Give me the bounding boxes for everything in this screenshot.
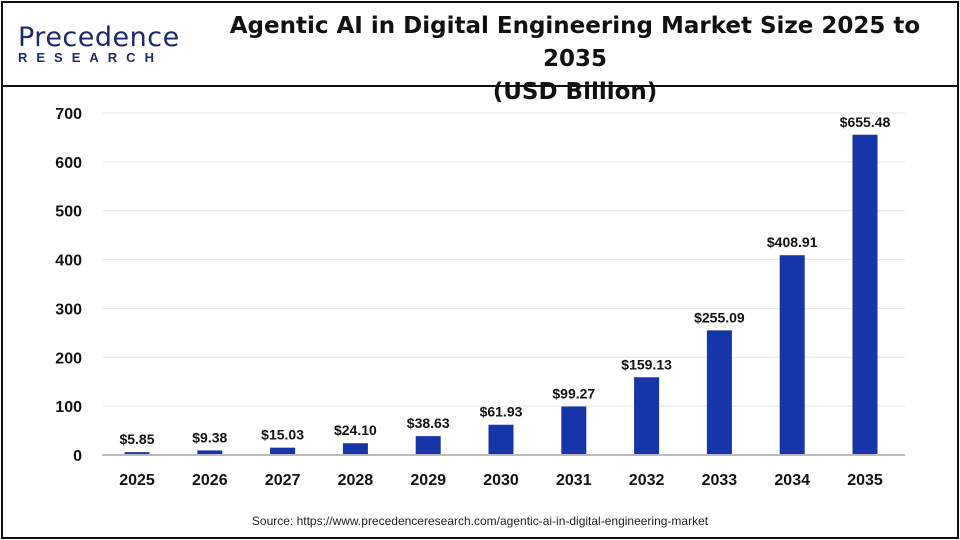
bar-2034 [779, 255, 805, 455]
data-label: $655.48 [840, 114, 891, 130]
y-tick-label: 700 [55, 106, 82, 123]
bar-2032 [634, 377, 660, 455]
bar-2029 [415, 436, 441, 455]
x-tick-label: 2033 [702, 472, 738, 489]
data-label: $24.10 [334, 422, 377, 438]
x-tick-label: 2029 [410, 472, 446, 489]
bar-2028 [342, 443, 368, 455]
bar-2027 [270, 447, 296, 455]
y-tick-label: 200 [55, 350, 82, 367]
y-tick-label: 0 [73, 448, 82, 465]
x-tick-label: 2025 [119, 472, 155, 489]
bar-2026 [197, 450, 223, 455]
data-label: $159.13 [621, 356, 672, 372]
bar-2031 [561, 406, 587, 455]
subtitle-line: (USD Billion) [492, 79, 658, 105]
x-tick-label: 2035 [847, 472, 883, 489]
y-tick-label: 500 [55, 204, 82, 221]
header-divider [1, 85, 959, 87]
x-tick-label: 2028 [338, 472, 374, 489]
logo-line2: RESEARCH [18, 50, 163, 65]
chart-title: Agentic AI in Digital Engineering Market… [200, 10, 950, 109]
data-label: $61.93 [480, 404, 523, 420]
x-tick-label: 2032 [629, 472, 665, 489]
x-tick-label: 2027 [265, 472, 301, 489]
source-text: Source: https://www.precedenceresearch.c… [251, 514, 709, 528]
title-line: Agentic AI in Digital Engineering Market… [229, 13, 921, 72]
data-label: $5.85 [119, 431, 154, 447]
y-tick-label: 600 [55, 155, 82, 172]
bar-2030 [488, 424, 514, 455]
x-tick-label: 2026 [192, 472, 228, 489]
x-tick-label: 2030 [483, 472, 519, 489]
y-tick-label: 100 [55, 399, 82, 416]
data-label: $255.09 [694, 309, 745, 325]
data-label: $15.03 [261, 427, 304, 443]
data-label: $408.91 [767, 234, 818, 250]
bar-2025 [124, 452, 150, 455]
bar-2035 [852, 134, 878, 455]
logo: Precedence RESEARCH [18, 22, 180, 65]
y-tick-label: 400 [55, 253, 82, 270]
x-tick-label: 2031 [556, 472, 592, 489]
data-label: $38.63 [407, 415, 450, 431]
data-label: $9.38 [192, 429, 227, 445]
x-tick-label: 2034 [774, 472, 810, 489]
y-tick-label: 300 [55, 301, 82, 318]
bar-2033 [706, 330, 732, 455]
logo-line1: Precedence [18, 22, 180, 53]
data-label: $99.27 [552, 385, 595, 401]
